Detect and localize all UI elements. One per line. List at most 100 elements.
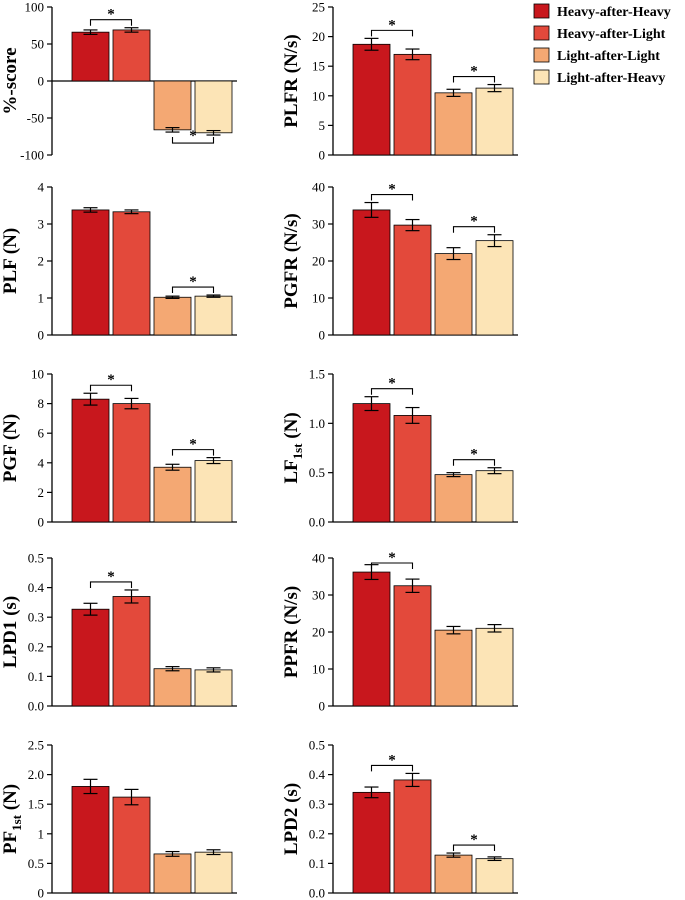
significance-bracket xyxy=(171,286,215,294)
y-tick-label: 1 xyxy=(38,826,45,841)
y-tick-label: 10 xyxy=(312,291,325,306)
bar xyxy=(71,398,110,523)
y-tick-label: 0 xyxy=(319,699,326,714)
significance-bracket xyxy=(370,193,414,201)
bar xyxy=(71,31,110,82)
y-tick-label: 0.5 xyxy=(309,465,325,480)
y-axis-label-main: LPD1 (s) xyxy=(0,596,21,668)
significance-bracket xyxy=(89,581,133,588)
y-tick-label: 20 xyxy=(312,254,325,269)
y-axis-label: %-score xyxy=(0,47,21,114)
y-tick-label: 0.1 xyxy=(309,856,325,871)
significance-star: * xyxy=(107,569,115,585)
significance-bracket xyxy=(452,844,496,852)
bar xyxy=(434,474,473,523)
bar xyxy=(71,209,110,336)
y-tick-label: 10 xyxy=(312,88,325,103)
bar xyxy=(434,92,473,156)
y-tick-label: 8 xyxy=(38,396,45,411)
y-tick-label: 100 xyxy=(25,0,45,15)
bar xyxy=(352,209,391,336)
y-axis-label-main: LPD2 (s) xyxy=(281,783,302,855)
y-axis-label-main: PLFR (N/s) xyxy=(281,34,302,127)
bar xyxy=(194,460,233,523)
bar xyxy=(112,211,151,336)
y-axis-label: PPFR (N/s) xyxy=(281,586,302,678)
significance-star: * xyxy=(470,64,478,80)
bar xyxy=(352,571,391,707)
legend-label: Heavy-after-Heavy xyxy=(557,5,671,20)
y-tick-label: 10 xyxy=(312,662,325,677)
bar xyxy=(393,415,432,523)
chart-lf1st: 0.0 0.5 1.0 1.5 LF1st (N) * * xyxy=(281,367,518,530)
bar xyxy=(194,80,233,134)
bar xyxy=(475,470,514,523)
significance-star: * xyxy=(470,214,478,230)
bar xyxy=(475,627,514,707)
y-axis-label-main: %-score xyxy=(0,47,21,114)
y-tick-label: 0 xyxy=(38,886,45,900)
y-axis-label-main: PF xyxy=(0,831,21,854)
bar xyxy=(71,786,110,894)
y-axis-label: PGF (N) xyxy=(0,414,21,482)
y-tick-label: 4 xyxy=(38,455,45,470)
bar xyxy=(434,253,473,336)
significance-bracket xyxy=(452,76,496,83)
y-tick-label: 0.3 xyxy=(28,610,44,625)
bar xyxy=(434,629,473,707)
significance-star: * xyxy=(388,17,396,33)
significance-star: * xyxy=(189,437,197,453)
y-tick-label: 0.0 xyxy=(309,515,325,530)
bar xyxy=(153,80,192,131)
significance-star: * xyxy=(470,447,478,463)
significance-star: * xyxy=(388,752,396,768)
bar xyxy=(112,596,151,707)
chart-plf: 0 1 2 3 4 PLF (N) * xyxy=(0,180,237,343)
y-axis-label: LF1st (N) xyxy=(281,412,305,483)
y-tick-label: 2.0 xyxy=(28,767,44,782)
y-tick-label: 6 xyxy=(38,426,45,441)
y-tick-label: 10 xyxy=(31,367,44,382)
legend-label: Light-after-Light xyxy=(557,49,660,64)
bar xyxy=(475,858,514,894)
bar xyxy=(112,403,151,523)
bar xyxy=(352,403,391,523)
chart-pgfr: 0 10 20 30 40 PGFR (N/s) * * xyxy=(281,180,518,343)
y-tick-label: 0.4 xyxy=(309,767,326,782)
y-tick-label: 30 xyxy=(312,588,325,603)
chart-lpd2: 0.0 0.1 0.2 0.3 0.4 0.5 LPD2 (s) * * xyxy=(281,738,518,900)
y-tick-label: 0.2 xyxy=(28,639,44,654)
y-axis-label-subscript: 1st xyxy=(9,814,24,831)
y-tick-label: 2 xyxy=(38,254,45,269)
y-tick-label: 20 xyxy=(312,625,325,640)
bar xyxy=(112,796,151,894)
bar xyxy=(194,669,233,707)
y-axis-label: PGFR (N/s) xyxy=(281,213,302,309)
y-tick-label: 25 xyxy=(312,0,325,15)
significance-star: * xyxy=(189,128,197,144)
significance-bracket xyxy=(370,764,414,772)
significance-bracket xyxy=(171,449,215,456)
legend: Heavy-after-Heavy Heavy-after-Light Light-… xyxy=(533,3,671,86)
y-tick-label: 0.0 xyxy=(28,699,44,714)
bar xyxy=(352,791,391,894)
y-tick-label: 1.5 xyxy=(28,797,44,812)
y-axis-label-main: PLF (N) xyxy=(0,228,21,294)
y-tick-label: 0.2 xyxy=(309,826,325,841)
y-tick-label: 0.4 xyxy=(28,580,45,595)
y-axis-label-main: LF xyxy=(281,459,302,483)
bar xyxy=(393,585,432,707)
significance-bracket xyxy=(370,388,414,395)
y-tick-label: 1 xyxy=(38,291,45,306)
y-tick-label: 1.5 xyxy=(309,367,325,382)
y-tick-label: 0.0 xyxy=(309,886,325,900)
chart-ppfr: 0 10 20 30 40 PPFR (N/s) * xyxy=(281,550,518,714)
y-tick-label: 3 xyxy=(38,217,45,232)
chart-pf1st: 0 0.5 1 1.5 2.0 2.5 PF1st (N) xyxy=(0,738,237,900)
significance-bracket xyxy=(452,226,496,233)
bar xyxy=(194,295,233,336)
legend-label: Heavy-after-Light xyxy=(557,27,666,42)
y-tick-label: 0.5 xyxy=(28,856,44,871)
y-tick-label: 0 xyxy=(38,515,45,530)
